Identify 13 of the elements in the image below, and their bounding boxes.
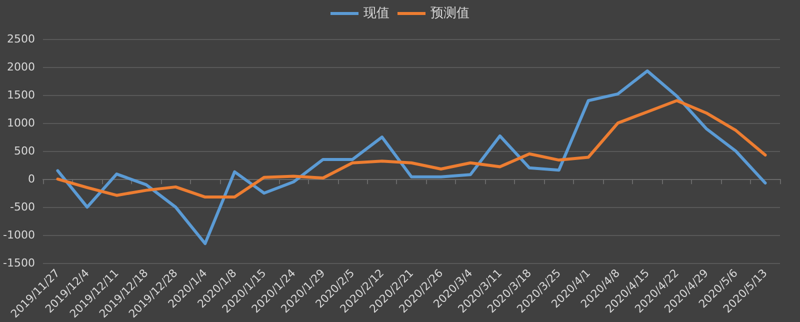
y-tick-label: 500 xyxy=(14,144,35,158)
y-tick-label: 2000 xyxy=(6,60,35,74)
y-tick-label: 0 xyxy=(28,172,35,186)
line-series xyxy=(56,99,767,199)
y-tick-label: -500 xyxy=(10,200,35,214)
y-tick-label: -1500 xyxy=(2,256,35,270)
y-tick-label: -1000 xyxy=(2,228,35,242)
legend-label: 现值 xyxy=(364,6,390,21)
y-tick-label: 1500 xyxy=(6,88,35,102)
line-series xyxy=(56,69,767,246)
y-tick-label: 2500 xyxy=(6,32,35,46)
y-tick-label: 1000 xyxy=(6,116,35,130)
legend-label: 预测值 xyxy=(430,6,470,21)
